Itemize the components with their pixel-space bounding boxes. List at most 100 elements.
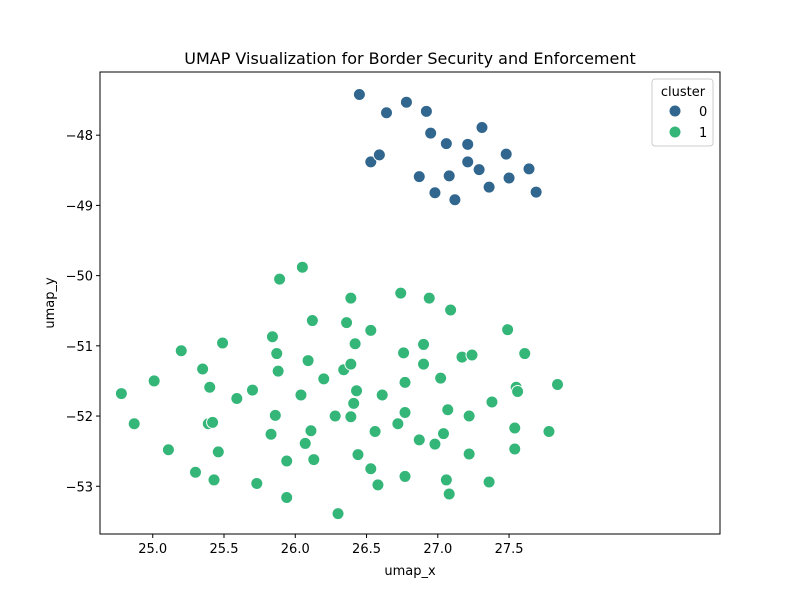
data-point-cluster-1 bbox=[206, 415, 220, 429]
x-tick-label: 27.0 bbox=[423, 542, 452, 557]
data-point-cluster-0 bbox=[372, 148, 386, 162]
data-point-cluster-1 bbox=[508, 442, 522, 456]
data-point-cluster-0 bbox=[499, 147, 513, 161]
data-point-cluster-0 bbox=[379, 106, 393, 120]
data-point-cluster-1 bbox=[348, 337, 362, 351]
y-axis-label: umap_y bbox=[43, 277, 58, 329]
data-point-cluster-0 bbox=[419, 104, 433, 118]
data-point-cluster-1 bbox=[304, 424, 318, 438]
x-axis-label: umap_x bbox=[384, 564, 436, 579]
data-point-cluster-1 bbox=[542, 424, 556, 438]
data-point-cluster-1 bbox=[340, 316, 354, 330]
data-point-cluster-1 bbox=[436, 427, 450, 441]
data-point-cluster-1 bbox=[398, 469, 412, 483]
data-point-cluster-1 bbox=[417, 337, 431, 351]
data-point-cluster-0 bbox=[482, 180, 496, 194]
data-point-cluster-1 bbox=[551, 377, 565, 391]
data-point-cluster-1 bbox=[441, 403, 455, 417]
data-point-cluster-0 bbox=[442, 169, 456, 183]
data-point-cluster-1 bbox=[203, 380, 217, 394]
data-point-cluster-1 bbox=[394, 286, 408, 300]
data-point-cluster-1 bbox=[207, 473, 221, 487]
data-point-cluster-1 bbox=[462, 409, 476, 423]
data-point-cluster-0 bbox=[461, 137, 475, 151]
data-point-cluster-1 bbox=[439, 473, 453, 487]
data-point-cluster-1 bbox=[298, 436, 312, 450]
x-tick-label: 25.0 bbox=[138, 542, 167, 557]
y-tick-label: −48 bbox=[66, 129, 93, 144]
legend-box bbox=[651, 78, 714, 147]
y-tick-label: −51 bbox=[66, 340, 93, 355]
data-point-cluster-1 bbox=[344, 357, 358, 371]
data-point-cluster-1 bbox=[375, 388, 389, 402]
legend-marker-0 bbox=[668, 104, 682, 118]
data-point-cluster-1 bbox=[485, 395, 499, 409]
data-point-cluster-1 bbox=[305, 314, 319, 328]
legend: cluster 0 1 bbox=[651, 78, 714, 147]
data-point-cluster-0 bbox=[364, 155, 378, 169]
data-point-cluster-0 bbox=[428, 186, 442, 200]
data-point-cluster-1 bbox=[422, 291, 436, 305]
data-point-cluster-1 bbox=[328, 409, 342, 423]
data-point-cluster-1 bbox=[465, 348, 479, 362]
data-point-cluster-1 bbox=[114, 387, 128, 401]
data-point-cluster-1 bbox=[174, 344, 188, 358]
scatter-points bbox=[114, 87, 565, 521]
data-point-cluster-1 bbox=[364, 323, 378, 337]
data-point-cluster-1 bbox=[317, 372, 331, 386]
data-point-cluster-1 bbox=[434, 371, 448, 385]
data-point-cluster-1 bbox=[216, 336, 230, 350]
y-tick-label: −52 bbox=[66, 410, 93, 425]
data-point-cluster-1 bbox=[347, 396, 361, 410]
data-point-cluster-1 bbox=[444, 303, 458, 317]
data-point-cluster-1 bbox=[268, 408, 282, 422]
data-point-cluster-1 bbox=[161, 443, 175, 457]
data-point-cluster-1 bbox=[344, 291, 358, 305]
data-point-cluster-0 bbox=[424, 126, 438, 140]
data-point-cluster-1 bbox=[351, 448, 365, 462]
data-point-cluster-1 bbox=[307, 453, 321, 467]
data-point-cluster-1 bbox=[280, 490, 294, 504]
data-point-cluster-1 bbox=[264, 427, 278, 441]
data-point-cluster-1 bbox=[294, 388, 308, 402]
legend-label-1: 1 bbox=[699, 126, 707, 141]
data-point-cluster-1 bbox=[442, 487, 456, 501]
data-point-cluster-1 bbox=[412, 433, 426, 447]
chart-title: UMAP Visualization for Border Security a… bbox=[184, 49, 636, 68]
data-point-cluster-1 bbox=[270, 347, 284, 361]
y-tick-label: −53 bbox=[66, 480, 93, 495]
data-point-cluster-0 bbox=[412, 170, 426, 184]
data-point-cluster-1 bbox=[482, 475, 496, 489]
data-point-cluster-1 bbox=[398, 375, 412, 389]
data-point-cluster-1 bbox=[501, 323, 515, 337]
data-point-cluster-1 bbox=[301, 354, 315, 368]
data-point-cluster-1 bbox=[364, 462, 378, 476]
y-axis: −53 −52 −51 −50 −49 −48 bbox=[66, 129, 100, 495]
data-point-cluster-1 bbox=[508, 421, 522, 435]
x-tick-label: 26.5 bbox=[352, 542, 381, 557]
data-point-cluster-1 bbox=[250, 476, 264, 490]
data-point-cluster-0 bbox=[475, 120, 489, 134]
data-point-cluster-1 bbox=[211, 445, 225, 459]
data-point-cluster-1 bbox=[371, 478, 385, 492]
data-point-cluster-1 bbox=[188, 465, 202, 479]
data-point-cluster-0 bbox=[472, 163, 486, 177]
x-tick-label: 27.5 bbox=[495, 542, 524, 557]
data-point-cluster-1 bbox=[368, 424, 382, 438]
data-point-cluster-1 bbox=[331, 507, 345, 521]
data-point-cluster-0 bbox=[502, 171, 516, 185]
plot-area bbox=[99, 71, 721, 535]
legend-title: cluster bbox=[661, 85, 706, 100]
data-point-cluster-0 bbox=[399, 95, 413, 109]
data-point-cluster-1 bbox=[147, 374, 161, 388]
data-point-cluster-1 bbox=[230, 391, 244, 405]
data-point-cluster-1 bbox=[127, 417, 141, 431]
data-point-cluster-0 bbox=[522, 162, 536, 176]
data-point-cluster-1 bbox=[398, 406, 412, 420]
x-tick-label: 26.0 bbox=[281, 542, 310, 557]
data-point-cluster-1 bbox=[462, 447, 476, 461]
data-point-cluster-1 bbox=[344, 410, 358, 424]
legend-label-0: 0 bbox=[699, 105, 707, 120]
data-point-cluster-1 bbox=[391, 417, 405, 431]
